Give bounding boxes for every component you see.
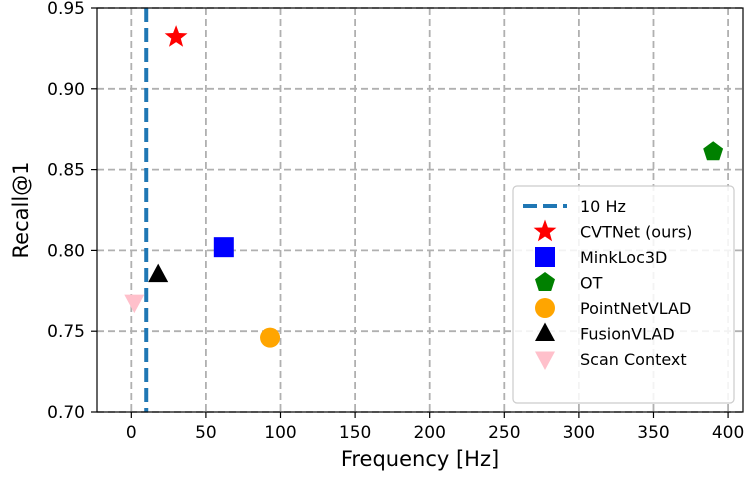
x-tick-label: 350: [637, 423, 669, 443]
point-ot: [703, 141, 724, 161]
x-tick-label: 200: [413, 423, 445, 443]
legend-label-10-hz: 10 Hz: [580, 197, 626, 216]
point-scan-context: [124, 294, 145, 314]
data-points: [124, 25, 724, 348]
x-axis-ticks: 0 50 100 150 200 250 300 350 400: [126, 412, 744, 443]
legend-label-cvtnet-ours: CVTNet (ours): [580, 223, 692, 242]
legend: 10 Hz CVTNet (ours) MinkLoc3D OT PointNetVLA…: [512, 185, 735, 404]
legend-label-minkloc3d: MinkLoc3D: [580, 248, 667, 267]
legend-label-pointnetvlad: PointNetVLAD: [580, 299, 691, 318]
point-cvtnet-ours: [164, 25, 188, 47]
x-tick-label: 0: [126, 423, 137, 443]
y-axis-ticks: 0.70 0.75 0.80 0.85 0.90 0.95: [47, 0, 97, 423]
y-tick-label: 0.85: [47, 161, 85, 181]
y-tick-label: 0.75: [47, 322, 85, 342]
point-minkloc3d: [213, 237, 234, 258]
y-tick-label: 0.95: [47, 0, 85, 19]
y-axis-label: Recall@1: [9, 161, 33, 258]
legend-label-ot: OT: [580, 274, 603, 293]
x-tick-label: 50: [195, 423, 217, 443]
point-pointnetvlad: [260, 327, 281, 348]
x-axis-label: Frequency [Hz]: [341, 447, 499, 471]
legend-swatch-ot: [535, 272, 555, 291]
x-tick-label: 100: [264, 423, 296, 443]
legend-swatch-fusionvlad: [535, 322, 555, 341]
legend-swatch-cvtnet-ours: [533, 219, 557, 242]
x-tick-label: 300: [563, 423, 595, 443]
x-tick-label: 400: [712, 423, 744, 443]
y-tick-label: 0.70: [47, 403, 85, 423]
legend-swatch-scan-context: [535, 351, 555, 370]
x-tick-label: 150: [339, 423, 371, 443]
point-fusionvlad: [148, 263, 169, 283]
legend-swatch-pointnetvlad: [535, 298, 555, 318]
x-tick-label: 250: [488, 423, 520, 443]
y-tick-label: 0.90: [47, 80, 85, 100]
legend-label-fusionvlad: FusionVLAD: [580, 325, 675, 344]
legend-box: [512, 185, 735, 404]
legend-label-scan-context: Scan Context: [580, 350, 687, 369]
legend-swatch-minkloc3d: [535, 247, 555, 267]
y-tick-label: 0.80: [47, 241, 85, 261]
plot-frame: [96, 7, 744, 413]
